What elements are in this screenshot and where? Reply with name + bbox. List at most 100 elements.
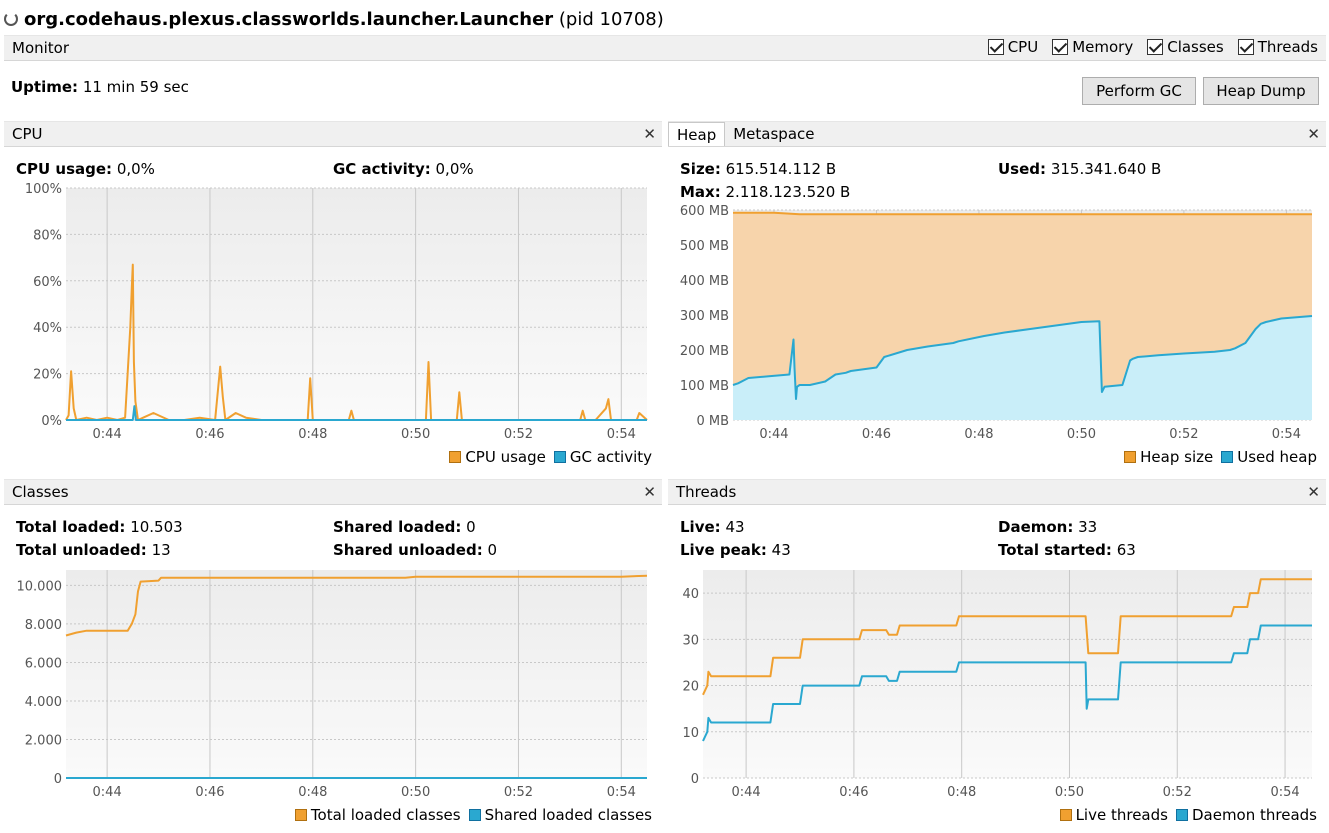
perform-gc-button[interactable]: Perform GC xyxy=(1082,77,1196,105)
legend-label: CPU usage xyxy=(465,448,546,466)
series-line-total-loaded-classes xyxy=(65,574,648,637)
series-line-cpu-usage xyxy=(65,263,648,421)
x-tick-label: 0:46 xyxy=(195,427,224,442)
heap-used-label: Used: xyxy=(998,160,1047,178)
y-tick-label: 40 xyxy=(682,587,699,602)
x-tick-label: 0:54 xyxy=(607,785,636,800)
legend-swatch-orange xyxy=(294,809,307,821)
uptime-value: 11 min 59 sec xyxy=(82,78,189,96)
threads-panel-header: Threads ✕ xyxy=(668,479,1326,505)
heap-dump-button[interactable]: Heap Dump xyxy=(1203,77,1319,105)
live-peak-label: Live peak: xyxy=(680,541,767,559)
cpu-panel-title: CPU xyxy=(12,125,43,143)
process-pid: (pid 10708) xyxy=(558,8,664,30)
monitor-title: Monitor xyxy=(12,39,70,57)
x-tick-label: 0:48 xyxy=(298,427,327,442)
heap-max-stat: Max: 2.118.123.520 B xyxy=(680,183,850,201)
total-loaded-value: 10.503 xyxy=(130,518,183,536)
y-tick-label: 0% xyxy=(41,414,62,429)
y-tick-label: 0 xyxy=(691,772,699,787)
daemon-value: 33 xyxy=(1078,518,1098,536)
cpu-usage-value: 0,0% xyxy=(116,160,155,178)
cpu-chart: 0% 20% 40% 60% 80% 100% 0:44 0:46 0:48 0:50 0:52 0:… xyxy=(25,182,648,442)
series-line-gc-activity xyxy=(66,405,647,421)
x-tick-label: 0:48 xyxy=(964,427,993,442)
series-line-daemon-threads xyxy=(702,624,1312,742)
legend-swatch-orange xyxy=(1059,809,1072,821)
close-icon[interactable]: ✕ xyxy=(1307,483,1320,501)
legend-swatch-blue xyxy=(553,451,566,463)
heap-used-value: 315.341.640 B xyxy=(1050,160,1162,178)
uptime: Uptime: 11 min 59 sec xyxy=(11,78,189,96)
shared-loaded-label: Shared loaded: xyxy=(333,518,462,536)
y-tick-label: 0 MB xyxy=(696,414,729,429)
checkbox-checked-icon[interactable] xyxy=(987,39,1004,55)
legend-swatch-orange xyxy=(1124,451,1137,463)
close-icon[interactable]: ✕ xyxy=(643,125,656,143)
x-tick-label: 0:54 xyxy=(607,427,636,442)
legend-item-live-threads: Live threads xyxy=(1059,806,1168,824)
x-tick-label: 0:50 xyxy=(401,427,430,442)
daemon-label: Daemon: xyxy=(998,518,1074,536)
y-tick-label: 200 MB xyxy=(680,344,729,359)
x-tick-label: 0:48 xyxy=(947,785,976,800)
close-icon[interactable]: ✕ xyxy=(643,483,656,501)
close-icon[interactable]: ✕ xyxy=(1307,125,1320,143)
classes-panel-title: Classes xyxy=(12,483,69,501)
cpu-toggle[interactable]: CPU xyxy=(987,38,1038,56)
checkbox-checked-icon[interactable] xyxy=(1147,39,1164,55)
x-tick-label: 0:54 xyxy=(1270,785,1299,800)
legend-label: Used heap xyxy=(1237,448,1317,466)
heap-chart: 0 MB 100 MB 200 MB 300 MB 400 MB 500 MB 600 MB… xyxy=(680,204,1313,442)
x-tick-label: 0:44 xyxy=(93,785,122,800)
daemon-threads-stat: Daemon: 33 xyxy=(998,518,1097,536)
series-line-used-heap xyxy=(732,315,1313,400)
gc-activity-label: GC activity: xyxy=(333,160,431,178)
legend-label: Heap size xyxy=(1140,448,1214,466)
series-line-heap-size xyxy=(733,211,1312,216)
total-loaded-label: Total loaded: xyxy=(16,518,126,536)
shared-loaded-stat: Shared loaded: 0 xyxy=(333,518,476,536)
heap-used-stat: Used: 315.341.640 B xyxy=(998,160,1161,178)
classes-toggle-label: Classes xyxy=(1167,38,1224,56)
legend-swatch-blue xyxy=(1221,451,1234,463)
y-tick-label: 4.000 xyxy=(25,695,62,710)
monitor-toggles: CPU Memory Classes Threads xyxy=(987,38,1318,56)
legend-label: GC activity xyxy=(569,448,652,466)
checkbox-checked-icon[interactable] xyxy=(1052,39,1069,55)
heap-legend: Heap size Used heap xyxy=(1124,448,1317,466)
plot-area: 0 2.000 4.000 6.000 8.000 10.000 0:44 0:46 0:48 0… xyxy=(17,570,648,800)
classes-toggle[interactable]: Classes xyxy=(1147,38,1224,56)
monitor-header: Monitor CPU Memory Classes Threads xyxy=(4,35,1326,61)
legend-item-heap-size: Heap size xyxy=(1124,448,1213,466)
y-tick-label: 400 MB xyxy=(680,274,729,289)
shared-unloaded-stat: Shared unloaded: 0 xyxy=(333,541,497,559)
x-tick-label: 0:50 xyxy=(1055,785,1084,800)
legend-swatch-blue xyxy=(468,809,481,821)
heap-max-label: Max: xyxy=(680,183,721,201)
y-tick-label: 100% xyxy=(25,182,62,197)
threads-toggle[interactable]: Threads xyxy=(1237,38,1318,56)
legend-swatch-orange xyxy=(449,451,462,463)
memory-toggle-label: Memory xyxy=(1072,38,1134,56)
checkbox-checked-icon[interactable] xyxy=(1237,39,1254,55)
legend-item-used-heap: Used heap xyxy=(1221,448,1317,466)
y-tick-label: 10 xyxy=(682,726,699,741)
y-tick-label: 2.000 xyxy=(25,733,62,748)
cpu-usage-label: CPU usage: xyxy=(16,160,113,178)
plot-area: 0 MB 100 MB 200 MB 300 MB 400 MB 500 MB 600 MB… xyxy=(680,204,1313,442)
memory-toggle[interactable]: Memory xyxy=(1052,38,1133,56)
classes-panel-header: Classes ✕ xyxy=(4,479,662,505)
legend-label: Live threads xyxy=(1075,806,1168,824)
legend-item-shared-loaded-classes: Shared loaded classes xyxy=(468,806,652,824)
total-loaded-stat: Total loaded: 10.503 xyxy=(16,518,183,536)
classes-chart: 0 2.000 4.000 6.000 8.000 10.000 0:44 0:46 0:48 0… xyxy=(17,570,648,800)
tab-metaspace[interactable]: Metaspace xyxy=(733,125,815,143)
process-name: org.codehaus.plexus.classworlds.launcher… xyxy=(24,8,554,30)
live-threads-stat: Live: 43 xyxy=(680,518,745,536)
tab-heap[interactable]: Heap xyxy=(668,122,726,146)
total-started-label: Total started: xyxy=(998,541,1112,559)
y-tick-label: 8.000 xyxy=(25,618,62,633)
y-tick-label: 6.000 xyxy=(25,656,62,671)
legend-label: Daemon threads xyxy=(1191,806,1317,824)
